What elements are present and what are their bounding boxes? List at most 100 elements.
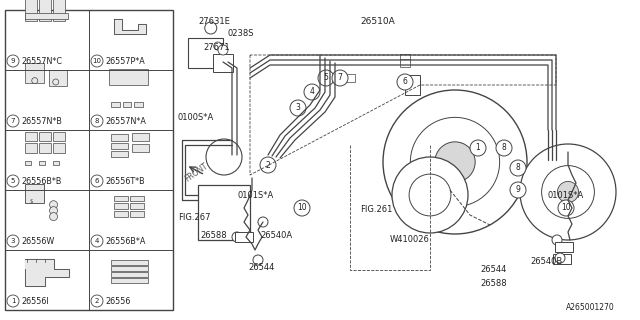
Polygon shape <box>113 19 147 34</box>
Bar <box>132 144 149 152</box>
Polygon shape <box>25 259 69 286</box>
Bar <box>553 254 571 264</box>
Bar <box>111 102 120 108</box>
Bar <box>111 142 128 149</box>
Text: 26556T*B: 26556T*B <box>105 177 145 186</box>
Bar <box>400 54 410 62</box>
Circle shape <box>7 55 19 67</box>
Text: 3: 3 <box>11 238 15 244</box>
Bar <box>213 54 233 72</box>
Bar <box>25 161 31 165</box>
Text: 26557N*B: 26557N*B <box>21 116 62 125</box>
Bar <box>109 69 148 85</box>
Text: FRONT: FRONT <box>183 161 209 183</box>
Circle shape <box>557 181 579 203</box>
Circle shape <box>332 70 348 86</box>
Bar <box>39 0 51 21</box>
Text: 2: 2 <box>95 298 99 304</box>
Circle shape <box>91 295 103 307</box>
Bar <box>555 242 573 252</box>
Bar <box>111 272 148 276</box>
Circle shape <box>496 140 512 156</box>
Bar <box>198 185 250 240</box>
Bar <box>53 0 65 21</box>
Text: 26557P*A: 26557P*A <box>105 57 145 66</box>
Text: 3: 3 <box>296 103 300 113</box>
Bar <box>25 184 44 203</box>
Circle shape <box>49 201 58 209</box>
Bar <box>39 161 45 165</box>
Text: 26544: 26544 <box>480 266 506 275</box>
Text: W410026: W410026 <box>390 236 430 244</box>
Circle shape <box>7 235 19 247</box>
Circle shape <box>214 42 221 50</box>
Text: 26556B*B: 26556B*B <box>21 177 61 186</box>
Text: 0101S*A: 0101S*A <box>238 190 275 199</box>
Circle shape <box>206 139 242 175</box>
Circle shape <box>318 70 334 86</box>
Text: 9: 9 <box>516 186 520 195</box>
Text: $: $ <box>30 199 33 204</box>
Circle shape <box>409 174 451 216</box>
Circle shape <box>392 157 468 233</box>
Circle shape <box>510 160 526 176</box>
Text: 26556: 26556 <box>105 297 131 306</box>
Text: 26588: 26588 <box>480 279 507 289</box>
Text: 26544: 26544 <box>248 263 275 273</box>
Text: 8: 8 <box>502 143 506 153</box>
Text: 26540A: 26540A <box>260 231 292 241</box>
Text: 26556I: 26556I <box>21 297 49 306</box>
Text: 26510A: 26510A <box>360 18 395 27</box>
Circle shape <box>397 74 413 90</box>
Text: 1: 1 <box>11 298 15 304</box>
Text: 9: 9 <box>11 58 15 64</box>
Circle shape <box>7 175 19 187</box>
Text: 10: 10 <box>297 204 307 212</box>
Circle shape <box>258 217 268 227</box>
Bar <box>335 74 345 82</box>
Text: FIG.261: FIG.261 <box>360 205 392 214</box>
Bar <box>53 161 60 165</box>
Bar <box>49 70 67 86</box>
Circle shape <box>558 200 574 216</box>
Circle shape <box>383 90 527 234</box>
Circle shape <box>49 212 58 220</box>
Bar <box>5 10 173 310</box>
Text: 6: 6 <box>95 178 99 184</box>
Bar <box>39 143 51 153</box>
Bar <box>345 74 355 82</box>
Text: 8: 8 <box>95 118 99 124</box>
Circle shape <box>205 22 217 34</box>
Text: 1: 1 <box>476 143 481 153</box>
Circle shape <box>32 78 38 84</box>
Text: 0100S*A: 0100S*A <box>178 114 214 123</box>
Text: 26588: 26588 <box>200 231 227 241</box>
Bar <box>130 211 144 217</box>
Circle shape <box>541 166 595 218</box>
Circle shape <box>49 207 58 215</box>
Text: 0101S*A: 0101S*A <box>548 190 584 199</box>
Bar <box>113 203 127 209</box>
Bar <box>111 134 128 141</box>
Text: 6: 6 <box>403 77 408 86</box>
Text: 26540B: 26540B <box>530 258 563 267</box>
Bar <box>113 211 127 217</box>
Circle shape <box>52 79 59 85</box>
Circle shape <box>435 142 475 182</box>
Bar <box>405 75 420 95</box>
Text: 27631E: 27631E <box>198 18 230 27</box>
Bar <box>130 203 144 209</box>
Bar <box>39 132 51 141</box>
Text: 0238S: 0238S <box>228 29 255 38</box>
Circle shape <box>510 182 526 198</box>
Bar <box>25 132 37 141</box>
Bar <box>111 278 148 283</box>
Bar <box>25 63 44 83</box>
Bar <box>111 151 128 157</box>
Bar <box>25 13 68 19</box>
Circle shape <box>218 45 228 55</box>
Text: 26557N*A: 26557N*A <box>105 116 146 125</box>
Text: 26556B*A: 26556B*A <box>105 236 145 245</box>
Bar <box>25 0 37 21</box>
Text: 5: 5 <box>324 74 328 83</box>
